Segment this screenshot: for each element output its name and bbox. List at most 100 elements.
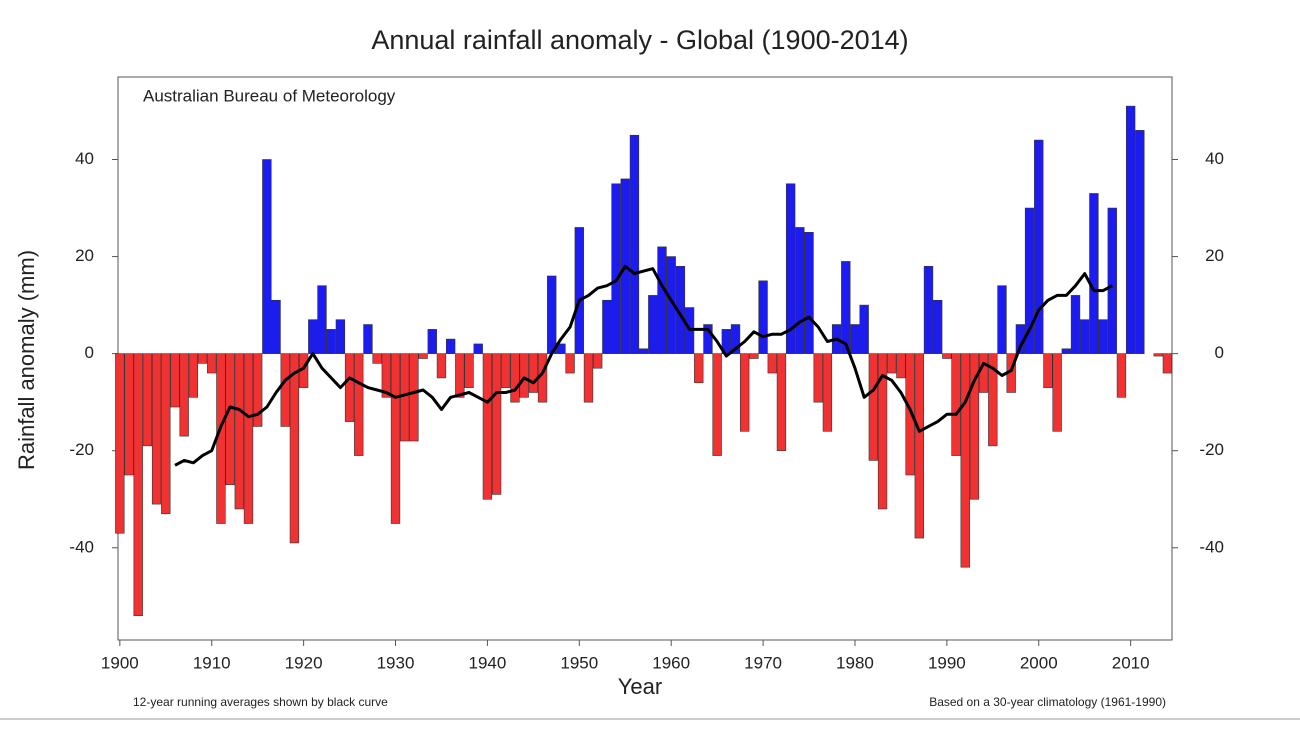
bar bbox=[1052, 353, 1062, 432]
running-average-line bbox=[174, 264, 1114, 467]
x-axis-label: Year bbox=[618, 674, 662, 699]
bar bbox=[574, 227, 584, 354]
bar bbox=[115, 353, 125, 534]
y-tick-label: 40 bbox=[75, 149, 94, 168]
bar bbox=[400, 353, 410, 442]
bar bbox=[1098, 319, 1108, 354]
bar bbox=[565, 353, 575, 374]
bar bbox=[1125, 105, 1136, 354]
y-axis-label: Rainfall anomaly (mm) bbox=[14, 250, 39, 470]
bar bbox=[914, 353, 924, 539]
bar bbox=[188, 353, 199, 398]
bar bbox=[997, 285, 1007, 354]
bar bbox=[142, 353, 153, 447]
bar bbox=[923, 265, 934, 354]
x-tick-label: 1950 bbox=[560, 653, 598, 672]
annotation: Australian Bureau of Meteorology bbox=[143, 86, 396, 105]
bar bbox=[896, 353, 906, 379]
bar bbox=[409, 353, 419, 442]
bar bbox=[161, 353, 171, 515]
bar bbox=[519, 353, 529, 398]
bar bbox=[730, 324, 741, 354]
bar bbox=[179, 353, 189, 437]
bar bbox=[593, 353, 603, 369]
bar bbox=[1034, 139, 1044, 354]
bar bbox=[712, 353, 722, 456]
bar bbox=[1116, 353, 1127, 398]
y2-tick-label: -40 bbox=[1199, 537, 1224, 556]
bar bbox=[785, 183, 796, 354]
footnote: 12-year running averages shown by black … bbox=[133, 695, 388, 709]
bar bbox=[243, 353, 254, 524]
bar bbox=[501, 353, 511, 388]
bar bbox=[951, 353, 961, 456]
bar bbox=[510, 353, 520, 403]
bar bbox=[960, 353, 970, 568]
bar bbox=[841, 261, 851, 354]
x-tick-label: 1900 bbox=[101, 653, 139, 672]
bar bbox=[813, 353, 823, 403]
bar bbox=[170, 353, 180, 408]
bar bbox=[776, 353, 787, 452]
x-tick-label: 1970 bbox=[744, 653, 782, 672]
bar bbox=[988, 353, 998, 447]
bar bbox=[868, 353, 879, 461]
bar bbox=[850, 324, 860, 354]
x-tick-label: 2010 bbox=[1112, 653, 1150, 672]
bar bbox=[978, 353, 989, 393]
x-tick-label: 2000 bbox=[1020, 653, 1058, 672]
bar bbox=[804, 232, 814, 354]
bar bbox=[638, 348, 649, 354]
bar bbox=[372, 353, 382, 364]
bar bbox=[133, 353, 143, 617]
bar bbox=[308, 319, 318, 354]
bar bbox=[556, 343, 566, 354]
bar bbox=[473, 343, 483, 354]
bar bbox=[363, 324, 373, 354]
y-tick-label: -40 bbox=[69, 537, 94, 556]
bar bbox=[767, 353, 777, 374]
bar bbox=[1153, 353, 1163, 357]
y2-tick-label: 20 bbox=[1205, 246, 1224, 265]
y2-tick-label: -20 bbox=[1199, 440, 1224, 459]
bar bbox=[271, 299, 281, 354]
bar bbox=[611, 183, 621, 354]
bar bbox=[694, 353, 704, 384]
bar bbox=[969, 353, 980, 500]
bar bbox=[758, 280, 768, 354]
x-tick-label: 1990 bbox=[928, 653, 966, 672]
y2-tick-label: 40 bbox=[1205, 149, 1224, 168]
bar bbox=[335, 319, 346, 354]
bar bbox=[822, 353, 833, 432]
bar bbox=[887, 353, 897, 374]
bar bbox=[1162, 353, 1173, 374]
footnote: Based on a 30-year climatology (1961-199… bbox=[929, 695, 1166, 709]
bar bbox=[1070, 295, 1081, 354]
bar bbox=[207, 353, 217, 374]
y-tick-label: -20 bbox=[69, 440, 94, 459]
x-tick-label: 1910 bbox=[193, 653, 231, 672]
bar bbox=[253, 353, 263, 427]
bar bbox=[547, 275, 557, 354]
x-tick-label: 1920 bbox=[285, 653, 323, 672]
bar bbox=[124, 353, 134, 476]
bar bbox=[749, 353, 759, 359]
bar bbox=[1107, 207, 1117, 354]
bar bbox=[905, 353, 915, 476]
bar bbox=[491, 353, 502, 495]
bar bbox=[390, 353, 401, 524]
bar bbox=[445, 338, 456, 354]
bar bbox=[418, 353, 428, 359]
bar bbox=[629, 134, 640, 354]
bar bbox=[703, 324, 713, 354]
bar bbox=[795, 227, 805, 354]
bar bbox=[528, 353, 539, 393]
bar bbox=[317, 285, 327, 354]
bar bbox=[482, 353, 493, 500]
y-tick-label: 20 bbox=[75, 246, 94, 265]
bar bbox=[197, 353, 208, 364]
bar bbox=[1061, 348, 1071, 354]
x-tick-label: 1940 bbox=[468, 653, 506, 672]
bar bbox=[740, 353, 750, 432]
